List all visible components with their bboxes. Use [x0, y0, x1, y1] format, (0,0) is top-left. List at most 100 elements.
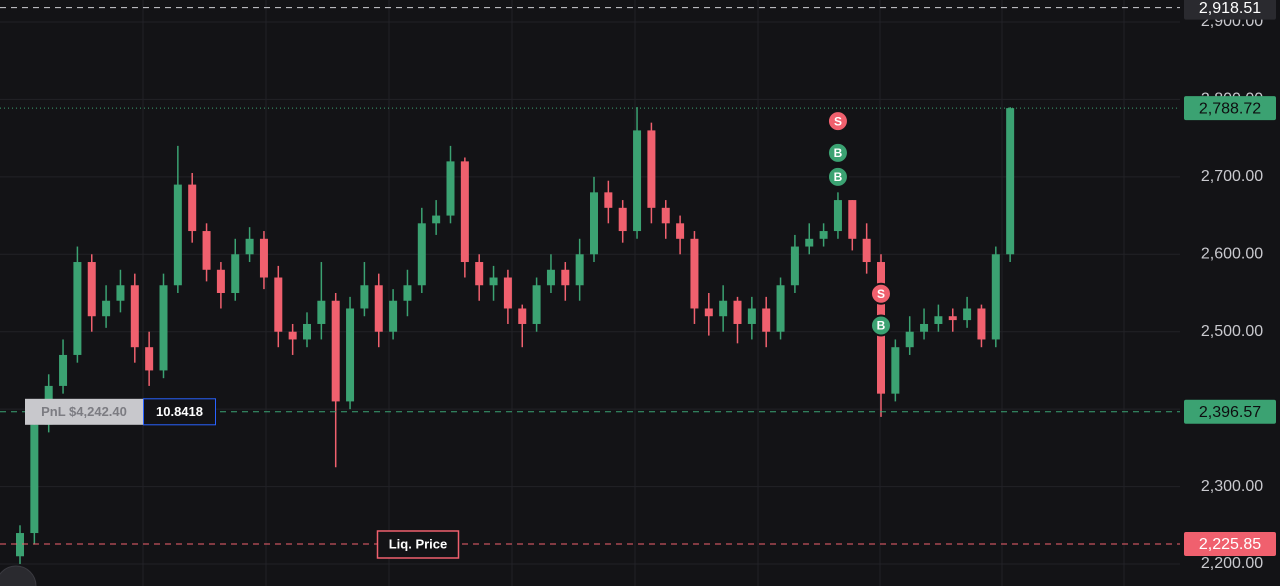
candle-body	[346, 308, 355, 402]
candle-body	[790, 246, 799, 286]
candle-body	[590, 192, 598, 255]
candle-body	[991, 254, 1000, 340]
vertical-grid	[142, 0, 1125, 586]
candle-body	[317, 300, 326, 324]
candle-body	[819, 231, 828, 239]
candle-body	[503, 277, 512, 309]
candle-body	[833, 200, 842, 232]
candle-body	[87, 262, 96, 317]
candle-body	[331, 300, 340, 402]
candle-body	[145, 347, 154, 371]
candle-body	[676, 223, 685, 239]
candle-body	[173, 184, 182, 286]
candle-body	[862, 238, 871, 263]
candle-body	[719, 300, 728, 317]
candle-body	[633, 130, 642, 232]
trade-marker-label: B	[834, 170, 843, 184]
pnl-box	[25, 398, 143, 425]
trade-marker	[870, 314, 892, 337]
price-label-box	[1184, 0, 1276, 20]
candle-body	[231, 254, 240, 293]
pnl-label: PnL $4,242.40	[41, 404, 127, 419]
candle-body	[432, 215, 441, 224]
candle-body	[59, 354, 68, 386]
size-box	[143, 398, 216, 426]
candle-body	[303, 323, 311, 340]
candle-body	[704, 308, 713, 317]
y-tick-label: 2,200.00	[1201, 555, 1263, 572]
candle-body	[417, 223, 426, 286]
candle-body	[647, 130, 656, 208]
candle-body	[489, 277, 498, 286]
candle-body	[216, 269, 225, 293]
price-label: 2,918.51	[1199, 0, 1261, 17]
candle-body	[618, 207, 627, 232]
y-tick-label: 2,300.00	[1201, 478, 1263, 495]
candle-body	[245, 238, 254, 255]
candle-body	[977, 308, 986, 340]
trade-marker-label: B	[877, 319, 886, 333]
candle-body	[733, 300, 742, 324]
y-tick-label: 2,600.00	[1201, 246, 1263, 263]
price-label: 2,396.57	[1199, 404, 1261, 421]
candle-body	[604, 192, 613, 208]
candle-body	[16, 533, 24, 557]
candle-body	[1006, 108, 1015, 255]
candle-body	[259, 238, 268, 278]
candle-body	[188, 184, 197, 232]
candle-body	[159, 285, 168, 371]
candle-body	[30, 424, 39, 534]
candle-body	[948, 316, 957, 321]
trade-marker	[870, 282, 892, 305]
price-label: 2,225.85	[1199, 536, 1261, 553]
price-label-box	[1184, 96, 1276, 121]
candle-body	[274, 277, 283, 332]
candle-body	[360, 285, 369, 309]
candle-body	[561, 269, 570, 286]
trade-marker-label: S	[877, 287, 885, 301]
trade-marker	[826, 110, 849, 133]
candle-body	[130, 285, 139, 348]
trade-marker	[826, 165, 849, 188]
liq-label: Liq. Price	[389, 536, 448, 551]
candle-body	[446, 161, 455, 216]
candle-body	[934, 316, 943, 324]
candle-body	[546, 269, 555, 286]
candle-body	[848, 200, 857, 239]
price-label-box	[1184, 531, 1276, 556]
candle-body	[905, 331, 914, 348]
price-label: 2,788.72	[1199, 100, 1261, 117]
candle-body	[532, 285, 541, 324]
position-size: 10.8418	[156, 404, 203, 419]
candle-body	[202, 231, 211, 270]
trade-marker-label: S	[834, 114, 842, 128]
candle-body	[661, 207, 670, 224]
candle-body	[460, 161, 469, 263]
candle-body	[747, 308, 756, 324]
y-tick-label: 2,500.00	[1201, 323, 1263, 340]
liq-box	[376, 530, 460, 559]
candle-body	[575, 254, 584, 286]
candle-body	[920, 323, 929, 332]
candle-body	[762, 308, 771, 332]
candle-body	[374, 285, 383, 332]
candle-body	[475, 262, 484, 286]
price-label-box	[1184, 399, 1276, 424]
trade-marker	[826, 141, 849, 164]
candle-body	[288, 331, 297, 340]
candle-body	[403, 285, 412, 301]
candle-body	[102, 300, 111, 317]
candle-body	[805, 238, 814, 247]
candle-body	[73, 262, 82, 355]
candle-body	[690, 238, 699, 309]
trade-marker-label: B	[834, 146, 843, 160]
candle-body	[518, 308, 527, 324]
candle-body	[389, 300, 398, 332]
candle-body	[891, 347, 900, 394]
candle-body	[776, 285, 785, 332]
logo	[0, 565, 37, 586]
y-tick-label: 2,700.00	[1201, 168, 1263, 185]
candle-body	[116, 285, 125, 301]
